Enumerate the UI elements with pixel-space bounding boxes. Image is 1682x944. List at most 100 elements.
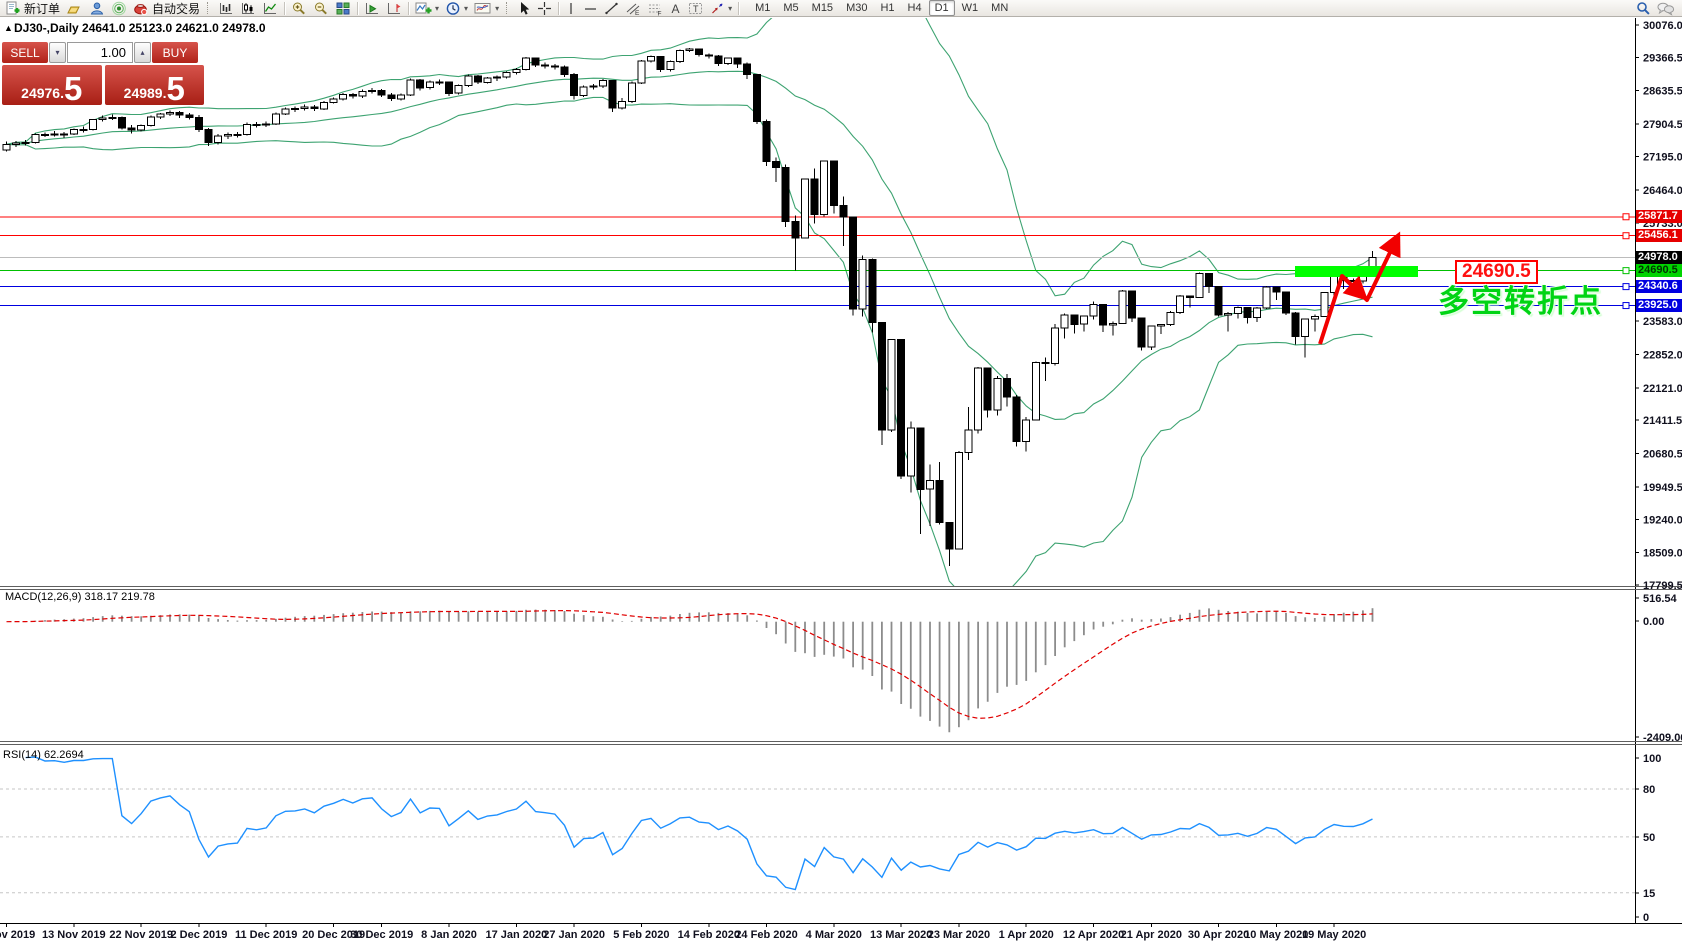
trend-arrow-mid xyxy=(1340,274,1369,301)
line-chart-icon xyxy=(264,2,277,14)
volume-increase-button[interactable]: ▴ xyxy=(134,42,151,63)
axis-tick-label: 22852.0 xyxy=(1643,350,1682,362)
rsi-value: 62.2694 xyxy=(43,749,84,761)
sell-price-big-digit: 5 xyxy=(63,70,83,107)
chevron-down-icon: ▾ xyxy=(728,3,733,13)
timeframe-group: M1 M5 M15 M30 H1 H4 D1 W1 MN xyxy=(749,0,1014,16)
signals-button[interactable] xyxy=(109,1,129,16)
timeframe-d1[interactable]: D1 xyxy=(928,0,955,16)
horizontal-line-tool[interactable] xyxy=(581,1,600,16)
cursor-icon xyxy=(521,1,530,15)
level-handle[interactable] xyxy=(1622,283,1630,291)
zoom-out-button[interactable] xyxy=(311,1,331,16)
channel-icon: E xyxy=(626,3,640,16)
toolbar-separator xyxy=(558,1,560,15)
axis-tick-label: 23583.0 xyxy=(1643,316,1682,328)
bar-chart-button[interactable] xyxy=(216,1,236,16)
zoom-in-button[interactable] xyxy=(289,1,309,16)
timeframe-m1[interactable]: M1 xyxy=(755,2,771,14)
buy-price: 24989 xyxy=(123,85,163,101)
toolbar-grip[interactable] xyxy=(506,2,510,14)
date-label: 2 Dec 2019 xyxy=(170,929,227,941)
auto-scroll-button[interactable] xyxy=(362,1,382,16)
date-label: 4 Nov 2019 xyxy=(0,929,35,941)
date-label: 13 Mar 2020 xyxy=(870,929,932,941)
add-indicator-button[interactable]: ▾ xyxy=(413,1,441,16)
one-click-toggle[interactable]: ▲ xyxy=(4,23,13,33)
timeframe-m5[interactable]: M5 xyxy=(783,2,799,14)
tile-windows-icon xyxy=(336,2,350,14)
crosshair-tool-button[interactable] xyxy=(535,1,554,16)
macd-signal-line xyxy=(6,609,1373,719)
level-handle[interactable] xyxy=(1622,302,1630,310)
highlight-zone-rect[interactable] xyxy=(1295,266,1418,277)
axis-tick-label: 20680.5 xyxy=(1643,449,1682,461)
new-order-button[interactable]: 新订单 xyxy=(3,1,62,16)
date-label: 22 Nov 2019 xyxy=(109,929,173,941)
fibonacci-icon: F xyxy=(649,4,662,16)
text-label-tool[interactable]: T xyxy=(686,1,705,16)
chart-shift-button[interactable] xyxy=(384,1,404,16)
axis-tick-label: 80 xyxy=(1643,784,1655,796)
timeframe-h1[interactable]: H1 xyxy=(880,2,895,14)
timeframe-m15[interactable]: M15 xyxy=(811,2,834,14)
level-handle[interactable] xyxy=(1622,267,1630,275)
level-handle[interactable] xyxy=(1622,232,1630,240)
date-label: 30 Dec 2019 xyxy=(350,929,413,941)
timeframe-h4[interactable]: H4 xyxy=(907,2,922,14)
axis-tick-label: 516.54 xyxy=(1643,593,1678,605)
autotrade-button[interactable]: 自动交易 xyxy=(131,1,202,16)
trendline-tool[interactable] xyxy=(602,1,621,16)
date-label: 5 Feb 2020 xyxy=(613,929,669,941)
buy-button[interactable]: BUY xyxy=(152,42,198,63)
date-label: 8 Jan 2020 xyxy=(421,929,477,941)
line-chart-button[interactable] xyxy=(260,1,280,16)
tile-windows-button[interactable] xyxy=(333,1,353,16)
annotation-note-text[interactable]: 多空转折点 xyxy=(1438,284,1603,319)
toolbar-grip[interactable] xyxy=(207,2,211,14)
date-label: 17 Jan 2020 xyxy=(486,929,548,941)
vertical-line-icon xyxy=(570,2,572,14)
zoom-in-icon xyxy=(293,2,305,14)
level-handle[interactable] xyxy=(1622,213,1630,221)
clock-icon xyxy=(446,1,460,15)
sell-button[interactable]: SELL xyxy=(2,42,48,63)
vertical-line-tool[interactable] xyxy=(563,1,579,16)
timeframe-mn[interactable]: MN xyxy=(991,2,1009,14)
fibonacci-tool[interactable]: F xyxy=(645,1,665,16)
periods-button[interactable]: ▾ xyxy=(443,1,470,16)
one-click-trade-panel: SELL ▾ ▴ BUY 24976.5 24989.5 xyxy=(2,42,204,105)
equidistant-channel-tool[interactable]: E xyxy=(623,1,643,16)
text-tool[interactable]: A xyxy=(667,1,684,16)
macd-header: MACD(12,26,9) 318.17 219.78 xyxy=(5,591,155,603)
axis-tick-label: 0.00 xyxy=(1643,616,1664,628)
chat-icon[interactable] xyxy=(1657,1,1675,16)
candlestick-chart-button[interactable] xyxy=(238,1,258,16)
text-label-icon: T xyxy=(689,2,703,14)
horizontal-line-icon xyxy=(585,7,597,10)
templates-button[interactable]: ▾ xyxy=(472,1,501,16)
timeframe-w1[interactable]: W1 xyxy=(961,2,979,14)
arrows-icon xyxy=(712,3,723,13)
buy-price-button[interactable]: 24989. 5 xyxy=(104,65,204,105)
level-price-label[interactable]: 24690.5 xyxy=(1455,260,1538,284)
date-label: 10 May 2020 xyxy=(1244,929,1308,941)
cursor-tool-button[interactable] xyxy=(515,1,533,16)
volume-input[interactable] xyxy=(67,42,133,63)
price-badge: 25871.7 xyxy=(1636,210,1682,223)
volume-decrease-button[interactable]: ▾ xyxy=(49,42,66,63)
search-icon[interactable] xyxy=(1636,1,1651,16)
timeframe-m30[interactable]: M30 xyxy=(846,2,868,14)
sell-price-button[interactable]: 24976. 5 xyxy=(2,65,102,105)
market-watch-button[interactable] xyxy=(64,1,85,16)
axis-tick-label: 100 xyxy=(1643,753,1661,765)
arrows-tool[interactable]: ▾ xyxy=(707,1,734,16)
svg-text:F: F xyxy=(658,10,662,16)
accounts-button[interactable] xyxy=(87,1,107,16)
price-badge: 25456.1 xyxy=(1636,229,1682,242)
autotrade-label: 自动交易 xyxy=(152,1,201,16)
macd-histogram xyxy=(15,608,1374,733)
bar-chart-icon xyxy=(220,2,233,14)
